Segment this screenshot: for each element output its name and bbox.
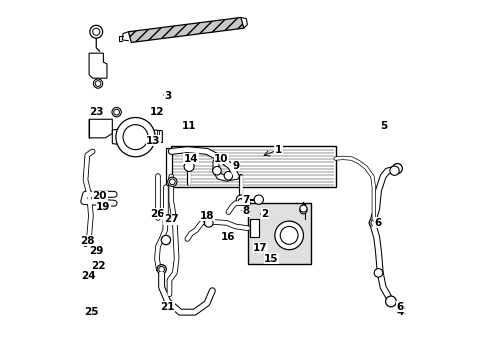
Polygon shape [89,119,112,138]
Bar [171,146,335,187]
Polygon shape [128,18,244,42]
Text: 8: 8 [242,206,249,216]
Polygon shape [153,130,162,143]
Polygon shape [112,129,118,144]
Text: 23: 23 [89,107,103,117]
Circle shape [389,166,398,175]
Circle shape [299,207,306,214]
Text: 26: 26 [149,209,164,219]
Circle shape [204,219,213,227]
Text: 6: 6 [395,302,403,312]
Circle shape [299,205,306,212]
Text: 15: 15 [264,253,278,264]
Circle shape [274,221,303,249]
Text: 25: 25 [84,307,99,317]
Text: 19: 19 [96,202,110,212]
Text: 6: 6 [374,218,381,228]
Text: 2: 2 [261,209,268,219]
Text: 28: 28 [80,236,94,246]
Text: 18: 18 [199,211,214,221]
Circle shape [370,220,376,226]
Text: 14: 14 [183,154,198,163]
Text: 7: 7 [242,195,249,204]
Circle shape [236,195,245,204]
Text: 5: 5 [379,121,386,131]
Text: 24: 24 [81,271,95,282]
Circle shape [90,25,102,38]
Polygon shape [89,53,107,78]
Text: 22: 22 [91,261,105,271]
Circle shape [167,177,177,186]
Text: 27: 27 [163,214,178,224]
Circle shape [169,179,175,185]
Circle shape [123,125,148,150]
Circle shape [212,166,221,175]
Circle shape [114,109,119,115]
Polygon shape [249,219,258,237]
Circle shape [157,265,166,274]
Circle shape [280,226,298,244]
Circle shape [95,81,101,86]
Bar [165,148,172,185]
Circle shape [373,269,382,277]
Text: 1: 1 [274,145,282,155]
Circle shape [93,79,102,88]
Text: 29: 29 [89,247,103,256]
Text: 17: 17 [253,243,267,253]
Circle shape [184,161,194,171]
Circle shape [159,266,164,272]
Circle shape [238,199,244,204]
Circle shape [254,195,263,204]
Text: 11: 11 [182,121,196,131]
Circle shape [95,195,104,204]
Circle shape [116,117,155,157]
Circle shape [385,296,395,307]
Text: 3: 3 [164,91,171,101]
Text: 13: 13 [146,136,161,146]
Circle shape [391,163,402,174]
Text: 4: 4 [395,307,403,317]
Circle shape [224,171,232,180]
Text: 21: 21 [160,302,175,312]
Text: 10: 10 [214,154,228,163]
Circle shape [93,28,100,35]
Circle shape [161,235,170,245]
Bar [247,203,310,264]
Circle shape [368,218,378,228]
Text: 9: 9 [231,161,239,171]
Circle shape [112,108,121,117]
Text: 16: 16 [221,232,235,242]
Text: 20: 20 [92,191,107,201]
Text: 12: 12 [149,107,164,117]
